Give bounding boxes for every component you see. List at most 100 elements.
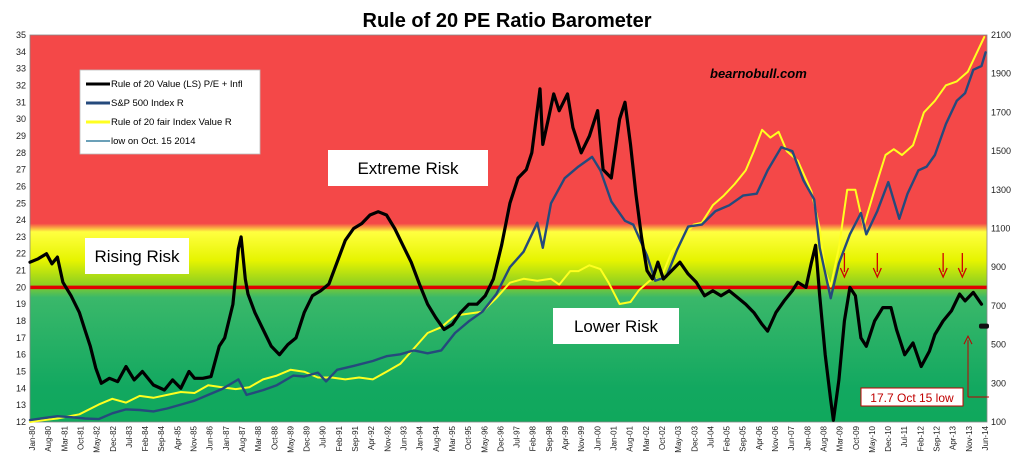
x-tick-label: Dec-96 — [496, 425, 505, 451]
series-sp500-line — [28, 51, 987, 422]
x-tick-label: Oct-88 — [270, 425, 279, 450]
legend-item-rule20: Rule of 20 Value (LS) P/E + Infl — [86, 79, 243, 90]
x-tick-label: Feb-12 — [916, 425, 925, 451]
right-tick-label: 2100 — [991, 30, 1011, 40]
x-tick-label: May-03 — [674, 425, 683, 452]
x-tick-label: Jul-11 — [900, 425, 909, 447]
series-fair-value-line — [29, 35, 986, 423]
x-tick-label: Jun-07 — [787, 425, 796, 450]
x-tick-label: Jul-90 — [319, 425, 328, 447]
left-tick-label: 12 — [16, 417, 26, 427]
right-tick-label: 1900 — [991, 69, 1011, 79]
x-tick-label: Mar-81 — [60, 425, 69, 451]
x-tick-label: Mar-88 — [254, 425, 263, 451]
x-tick-label: Mar-09 — [836, 425, 845, 451]
source-label: bearnobull.com — [710, 66, 807, 81]
x-tick-label: Jan-94 — [416, 425, 425, 450]
x-tick-label: Dec-03 — [690, 425, 699, 451]
red-arrow-head — [938, 267, 948, 279]
left-tick-label: 13 — [16, 400, 26, 410]
x-tick-label: Oct-09 — [852, 425, 861, 450]
plot-frame — [29, 34, 988, 423]
right-tick-label: 1500 — [991, 146, 1011, 156]
legend-label-low: low on Oct. 15 2014 — [111, 136, 196, 147]
x-tick-label: Aug-01 — [626, 425, 635, 451]
red-arrow-head — [957, 267, 967, 279]
x-tick-label: Feb-84 — [141, 425, 150, 451]
x-tick-label: Oct-81 — [76, 425, 85, 450]
right-tick-label: 900 — [991, 262, 1006, 272]
left-tick-label: 28 — [16, 148, 26, 158]
x-tick-label: Jan-08 — [803, 425, 812, 450]
x-tick-label: Mar-02 — [642, 425, 651, 451]
legend-item-fair-value: Rule of 20 fair Index Value R — [86, 117, 232, 128]
x-tick-label: Jan-01 — [609, 425, 618, 450]
left-tick-label: 26 — [16, 181, 26, 191]
x-tick-label: Jan-80 — [28, 425, 37, 450]
x-tick-label: Apr-92 — [367, 425, 376, 450]
left-tick-label: 27 — [16, 165, 26, 175]
x-tick-label: Sep-98 — [545, 425, 554, 451]
x-tick-label: Aug-87 — [238, 425, 247, 451]
x-tick-label: Jun-14 — [981, 425, 990, 450]
series-rule20-line — [28, 87, 984, 422]
right-tick-label: 1300 — [991, 185, 1011, 195]
x-tick-label: Jun-93 — [400, 425, 409, 450]
x-tick-label: Mar-95 — [448, 425, 457, 451]
series-layer — [28, 35, 987, 423]
zone-label-extreme: Extreme Risk — [328, 150, 488, 186]
right-tick-label: 100 — [991, 417, 1006, 427]
left-tick-label: 35 — [16, 30, 26, 40]
left-tick-label: 29 — [16, 131, 26, 141]
left-tick-label: 18 — [16, 316, 26, 326]
plot-border — [29, 34, 988, 423]
x-tick-label: Aug-08 — [819, 425, 828, 451]
x-tick-label: May-96 — [480, 425, 489, 452]
x-tick-label: Oct-02 — [658, 425, 667, 450]
legend-label-fair-value: Rule of 20 fair Index Value R — [111, 117, 232, 128]
left-tick-label: 31 — [16, 97, 26, 107]
right-tick-label: 1700 — [991, 107, 1011, 117]
left-tick-label: 21 — [16, 266, 26, 276]
left-tick-label: 19 — [16, 299, 26, 309]
red-arrow-head — [872, 267, 882, 279]
zone-label-rising: Rising Risk — [85, 238, 189, 274]
low-callout-text: 17.7 Oct 15 low — [870, 391, 954, 405]
left-tick-label: 23 — [16, 232, 26, 242]
left-tick-label: 30 — [16, 114, 26, 124]
zone-label-extreme-text: Extreme Risk — [357, 159, 459, 178]
x-tick-label: Oct-95 — [464, 425, 473, 450]
zone-label-lower: Lower Risk — [553, 308, 679, 344]
x-tick-label: Dec-89 — [303, 425, 312, 451]
annotations — [839, 253, 989, 398]
x-tick-label: Nov-13 — [965, 425, 974, 451]
right-tick-label: 500 — [991, 340, 1006, 350]
x-tick-label: Jan-87 — [222, 425, 231, 450]
x-axis-ticks: Jan-80 Aug-80 Mar-81 Oct-81 May-82 Dec-82 Jul-… — [28, 425, 990, 452]
x-tick-label: Apr-13 — [949, 425, 958, 450]
x-tick-label: Feb-05 — [723, 425, 732, 451]
left-tick-label: 33 — [16, 64, 26, 74]
left-tick-label: 16 — [16, 350, 26, 360]
x-tick-label: Nov-99 — [577, 425, 586, 451]
x-tick-label: May-10 — [868, 425, 877, 452]
x-tick-label: Nov-92 — [383, 425, 392, 451]
right-tick-label: 300 — [991, 378, 1006, 388]
left-tick-label: 34 — [16, 47, 26, 57]
left-tick-label: 20 — [16, 282, 26, 292]
left-tick-label: 32 — [16, 80, 26, 90]
low-marker — [978, 323, 989, 329]
x-tick-label: Dec-82 — [109, 425, 118, 451]
x-tick-label: Jul-97 — [513, 425, 522, 447]
chart-title: Rule of 20 PE Ratio Barometer — [363, 10, 652, 32]
zone-label-rising-text: Rising Risk — [94, 247, 180, 266]
legend: Rule of 20 Value (LS) P/E + Infl S&P 500… — [79, 69, 261, 155]
left-tick-label: 17 — [16, 333, 26, 343]
left-tick-label: 15 — [16, 367, 26, 377]
x-tick-label: Feb-91 — [335, 425, 344, 451]
x-tick-label: Jun-00 — [593, 425, 602, 450]
left-tick-label: 24 — [16, 215, 26, 225]
red-arrow-head — [839, 267, 850, 279]
x-tick-label: May-82 — [93, 425, 102, 452]
